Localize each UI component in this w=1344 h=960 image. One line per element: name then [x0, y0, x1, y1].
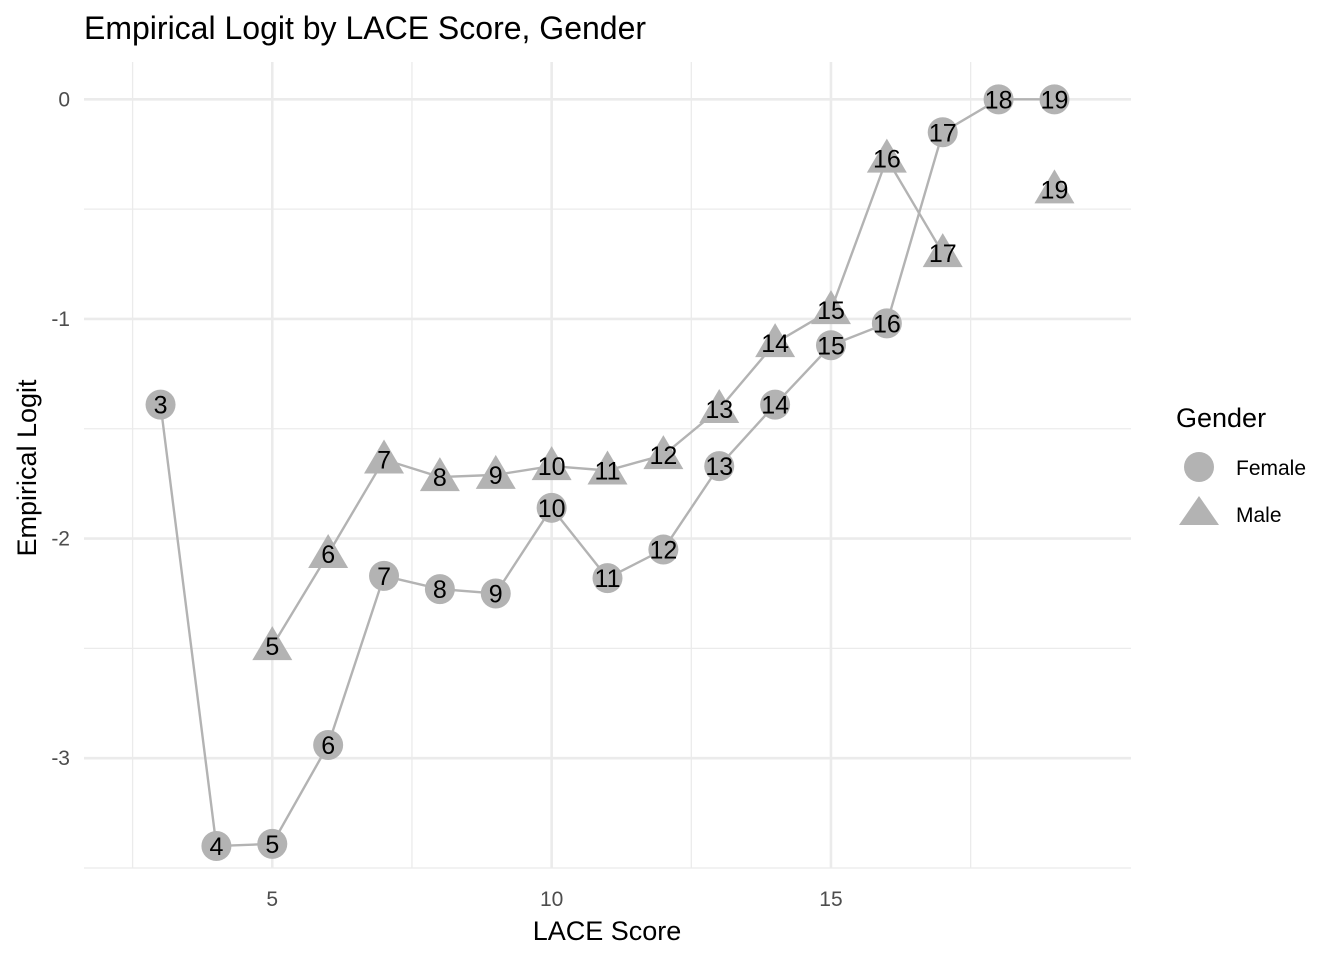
- y-tick-label-3: -3: [51, 747, 70, 770]
- female-point-label-16: 16: [873, 310, 901, 338]
- female-point-3: [145, 389, 176, 420]
- male-point-label-14: 14: [761, 330, 789, 358]
- female-point-label-9: 9: [489, 580, 503, 608]
- x-axis-title: LACE Score: [533, 916, 682, 946]
- series-points: [145, 84, 1075, 862]
- male-point-label-6: 6: [321, 541, 335, 569]
- female-point-11: [592, 563, 623, 594]
- male-point-label-13: 13: [705, 396, 733, 424]
- legend-female-label: Female: [1236, 457, 1306, 480]
- male-point-8: [419, 457, 460, 492]
- male-point-10: [531, 446, 572, 481]
- y-tick-label-0: 0: [58, 88, 70, 111]
- male-point-9: [475, 454, 516, 489]
- male-point-19: [1034, 169, 1075, 204]
- male-point-label-12: 12: [649, 442, 677, 470]
- female-point-8: [424, 574, 455, 605]
- female-point-label-12: 12: [649, 537, 677, 565]
- female-point-label-18: 18: [985, 86, 1013, 114]
- female-point-16: [871, 308, 902, 339]
- male-point-14: [755, 323, 796, 358]
- male-point-11: [587, 450, 628, 485]
- male-point-label-10: 10: [538, 453, 566, 481]
- female-point-5: [257, 828, 288, 859]
- female-point-15: [815, 330, 846, 361]
- female-point-label-14: 14: [761, 392, 789, 420]
- female-point-label-3: 3: [154, 392, 168, 420]
- male-point-12: [643, 435, 684, 470]
- female-point-label-4: 4: [209, 833, 223, 861]
- male-point-5: [252, 626, 293, 661]
- y-axis-ticks: 0 -1 -2 -3: [51, 88, 70, 770]
- female-point-19: [1039, 84, 1070, 115]
- male-point-7: [364, 439, 405, 474]
- female-point-13: [704, 451, 735, 482]
- chart-title: Empirical Logit by LACE Score, Gender: [84, 10, 646, 46]
- male-point-label-7: 7: [377, 447, 391, 475]
- y-axis-title: Empirical Logit: [12, 379, 42, 557]
- legend-male-key: [1179, 496, 1219, 525]
- female-point-label-11: 11: [595, 565, 621, 593]
- male-point-15: [810, 290, 851, 325]
- legend-title: Gender: [1176, 403, 1266, 433]
- female-point-17: [927, 117, 958, 148]
- female-point-14: [760, 389, 791, 420]
- male-point-label-15: 15: [817, 297, 845, 325]
- x-axis-ticks: 5 10 15: [266, 888, 842, 911]
- female-point-6: [313, 730, 344, 761]
- male-point-label-9: 9: [489, 462, 503, 490]
- legend-male-label: Male: [1236, 504, 1282, 527]
- female-point-label-10: 10: [538, 495, 566, 523]
- female-point-label-6: 6: [321, 732, 335, 760]
- x-tick-label-2: 15: [819, 888, 842, 911]
- female-point-10: [536, 492, 567, 523]
- x-tick-label-0: 5: [266, 888, 278, 911]
- series-labels: 3 4 5 6 7 8 9 10 11 12 13 14 15 16 17 18 19 5 6 7 8 9 10 11 12 13…: [154, 86, 1069, 861]
- female-point-label-17: 17: [929, 119, 957, 147]
- female-point-label-19: 19: [1041, 86, 1069, 114]
- male-point-6: [308, 533, 349, 568]
- x-tick-label-1: 10: [540, 888, 563, 911]
- male-point-label-5: 5: [265, 633, 279, 661]
- y-tick-label-1: -1: [51, 308, 70, 331]
- male-point-label-11: 11: [595, 457, 621, 485]
- male-point-16: [866, 138, 907, 173]
- female-point-12: [648, 534, 679, 565]
- male-point-label-16: 16: [873, 146, 901, 174]
- female-point-label-7: 7: [377, 563, 391, 591]
- female-point-9: [480, 578, 511, 609]
- male-point-label-8: 8: [433, 464, 447, 492]
- male-point-label-17: 17: [929, 240, 957, 268]
- female-point-label-5: 5: [265, 831, 279, 859]
- female-point-4: [201, 831, 232, 862]
- female-point-18: [983, 84, 1014, 115]
- female-point-label-15: 15: [817, 332, 845, 360]
- female-point-label-13: 13: [705, 453, 733, 481]
- grid: [84, 62, 1131, 869]
- male-point-label-19: 19: [1041, 176, 1069, 204]
- female-point-label-8: 8: [433, 576, 447, 604]
- legend: Gender Female Male: [1176, 403, 1306, 527]
- y-tick-label-2: -2: [51, 528, 70, 551]
- male-point-13: [699, 388, 740, 423]
- male-point-17: [922, 233, 963, 268]
- legend-female-key: [1184, 452, 1214, 482]
- female-point-7: [369, 560, 400, 591]
